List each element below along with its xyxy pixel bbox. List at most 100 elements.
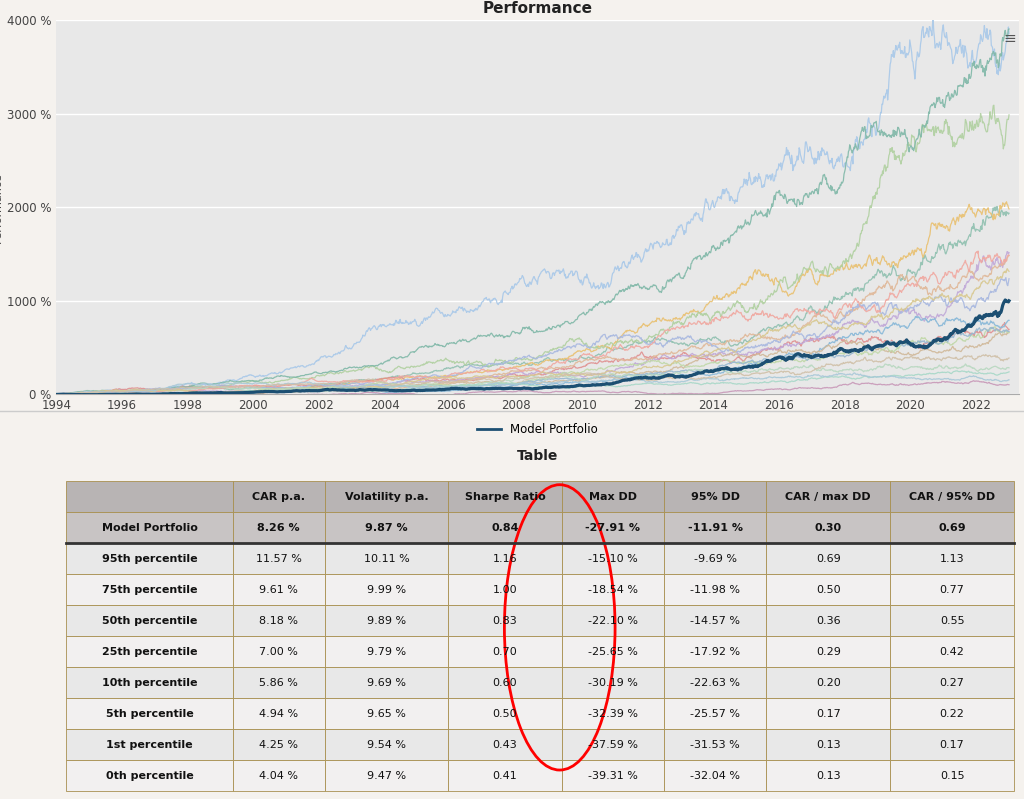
Bar [890, 606, 1014, 636]
Bar [766, 729, 890, 761]
Text: 50th percentile: 50th percentile [101, 616, 198, 626]
Bar [766, 636, 890, 667]
Text: -39.31 %: -39.31 % [588, 771, 638, 781]
Text: 0.29: 0.29 [816, 647, 841, 657]
Bar [66, 761, 232, 792]
Text: -11.91 %: -11.91 % [687, 523, 742, 533]
Text: 25th percentile: 25th percentile [101, 647, 198, 657]
Text: 0.41: 0.41 [493, 771, 517, 781]
Text: 9.65 %: 9.65 % [367, 709, 406, 719]
Bar [325, 606, 449, 636]
Bar [890, 481, 1014, 512]
Bar [325, 761, 449, 792]
Bar [449, 574, 561, 606]
Text: 0.15: 0.15 [940, 771, 965, 781]
Text: -31.53 %: -31.53 % [690, 740, 740, 750]
Text: Sharpe Ratio: Sharpe Ratio [465, 491, 546, 502]
Text: CAR p.a.: CAR p.a. [252, 491, 305, 502]
Text: 0.84: 0.84 [492, 523, 519, 533]
Text: CAR / 95% DD: CAR / 95% DD [909, 491, 995, 502]
Text: 0.70: 0.70 [493, 647, 517, 657]
Text: 0.36: 0.36 [816, 616, 841, 626]
Bar [561, 481, 664, 512]
Bar [232, 636, 325, 667]
Y-axis label: Performance: Performance [0, 172, 3, 243]
Text: 1.16: 1.16 [493, 554, 517, 564]
Text: 0.50: 0.50 [816, 585, 841, 594]
Bar [325, 729, 449, 761]
Text: 95th percentile: 95th percentile [101, 554, 198, 564]
Text: 0th percentile: 0th percentile [105, 771, 194, 781]
Text: 0.60: 0.60 [493, 678, 517, 688]
Bar [664, 698, 766, 729]
Bar [449, 729, 561, 761]
Bar [449, 543, 561, 574]
Text: Max DD: Max DD [589, 491, 637, 502]
Text: 9.89 %: 9.89 % [367, 616, 407, 626]
Bar [664, 606, 766, 636]
Bar [232, 606, 325, 636]
Bar [449, 481, 561, 512]
Bar [325, 574, 449, 606]
Text: 1.00: 1.00 [493, 585, 517, 594]
Bar [232, 667, 325, 698]
Text: -25.57 %: -25.57 % [690, 709, 740, 719]
Text: 9.69 %: 9.69 % [367, 678, 406, 688]
Bar [66, 481, 232, 512]
Bar [890, 761, 1014, 792]
Text: 9.99 %: 9.99 % [367, 585, 407, 594]
Legend: Model Portfolio: Model Portfolio [472, 419, 603, 441]
Text: 1st percentile: 1st percentile [106, 740, 193, 750]
Bar [66, 574, 232, 606]
Text: 0.17: 0.17 [816, 709, 841, 719]
Bar [561, 636, 664, 667]
Bar [232, 481, 325, 512]
Text: -32.39 %: -32.39 % [588, 709, 638, 719]
Bar [664, 761, 766, 792]
Bar [66, 667, 232, 698]
Bar [561, 606, 664, 636]
Text: -30.19 %: -30.19 % [588, 678, 638, 688]
Bar [325, 667, 449, 698]
Bar [66, 729, 232, 761]
Text: -37.59 %: -37.59 % [588, 740, 638, 750]
Text: 4.94 %: 4.94 % [259, 709, 298, 719]
Text: 0.13: 0.13 [816, 740, 841, 750]
Bar [449, 698, 561, 729]
Bar [766, 606, 890, 636]
Text: 9.79 %: 9.79 % [367, 647, 407, 657]
Text: Model Portfolio: Model Portfolio [101, 523, 198, 533]
Bar [325, 636, 449, 667]
Bar [561, 729, 664, 761]
Text: 9.54 %: 9.54 % [367, 740, 406, 750]
Text: -15.10 %: -15.10 % [588, 554, 638, 564]
Bar [232, 574, 325, 606]
Text: 95% DD: 95% DD [690, 491, 739, 502]
Text: 11.57 %: 11.57 % [256, 554, 302, 564]
Bar [325, 481, 449, 512]
Bar [766, 481, 890, 512]
Bar [232, 512, 325, 543]
Bar [232, 729, 325, 761]
Text: CAR / max DD: CAR / max DD [785, 491, 871, 502]
Text: -27.91 %: -27.91 % [586, 523, 640, 533]
Text: 75th percentile: 75th percentile [101, 585, 198, 594]
Bar [664, 636, 766, 667]
Bar [449, 606, 561, 636]
Bar [561, 667, 664, 698]
Bar [766, 543, 890, 574]
Text: 8.26 %: 8.26 % [257, 523, 300, 533]
Text: 1.13: 1.13 [940, 554, 965, 564]
Bar [561, 761, 664, 792]
Bar [232, 543, 325, 574]
Text: 0.77: 0.77 [940, 585, 965, 594]
Text: 5.86 %: 5.86 % [259, 678, 298, 688]
Bar [664, 512, 766, 543]
Text: 0.42: 0.42 [940, 647, 965, 657]
Bar [890, 667, 1014, 698]
Text: 10.11 %: 10.11 % [364, 554, 410, 564]
Text: 4.25 %: 4.25 % [259, 740, 298, 750]
Text: 0.27: 0.27 [940, 678, 965, 688]
Text: 0.55: 0.55 [940, 616, 965, 626]
Text: Volatility p.a.: Volatility p.a. [345, 491, 428, 502]
